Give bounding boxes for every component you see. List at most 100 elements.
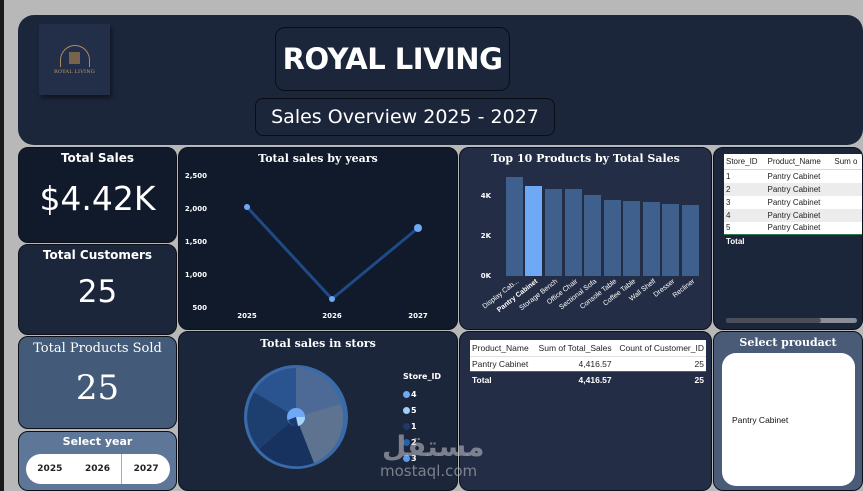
legend-item-1[interactable]: 1 (403, 418, 441, 434)
legend-label: 4 (411, 389, 417, 399)
line-chart-sales-by-year[interactable]: Total sales by years 2,500 2,000 1,500 1… (178, 147, 458, 330)
cell: Pantry Cabinet (765, 221, 833, 235)
legend-item-3[interactable]: 3 (403, 450, 441, 466)
cell (832, 221, 862, 235)
pie-slice-store-2[interactable] (247, 392, 296, 449)
bar-display-cabinet[interactable] (506, 177, 523, 276)
table-row[interactable]: 2 Pantry Cabinet (724, 182, 862, 196)
data-point[interactable] (244, 204, 250, 210)
legend-dot-icon (403, 422, 410, 430)
legend-dot-icon (403, 454, 410, 462)
cell (832, 182, 862, 196)
table-row[interactable]: 5 Pantry Cabinet (724, 221, 862, 235)
bar-recliner[interactable] (682, 205, 699, 276)
horizontal-scrollbar[interactable] (726, 318, 857, 323)
table-row[interactable]: 3 Pantry Cabinet (724, 195, 862, 209)
legend-dot-icon (403, 390, 410, 398)
total-label: Total (472, 375, 492, 385)
scrollbar-thumb[interactable] (726, 318, 821, 323)
pie-legend: Store_ID 4 5 1 2 3 (403, 372, 441, 466)
pie-center-slice (288, 417, 298, 427)
total-count: 25 (694, 375, 704, 385)
cell: Pantry Cabinet (765, 182, 833, 196)
pie-slice-store-4[interactable] (296, 368, 341, 417)
legend-item-4[interactable]: 4 (403, 386, 441, 402)
product-option[interactable]: Pantry Cabinet (732, 414, 789, 425)
header-panel: ROYAL LIVING ROYAL LIVING Sales Overview… (18, 15, 863, 145)
pie-slice-store-5[interactable] (296, 404, 344, 463)
bar-sectional-sofa[interactable] (584, 195, 601, 276)
pie-slice-store-3[interactable] (254, 368, 296, 417)
column-header[interactable]: Sum o (832, 154, 862, 170)
bar-chart-top-products[interactable]: Top 10 Products by Total Sales 4K 2K 0K … (459, 147, 712, 330)
kpi-total-sales[interactable]: Total Sales $4.42K (18, 147, 177, 243)
cell (832, 195, 862, 209)
column-header[interactable]: Sum of Total_Sales (533, 340, 614, 357)
y-tick: 0K (481, 272, 492, 280)
cell: 1 (724, 169, 766, 183)
y-tick: 1,500 (185, 238, 207, 246)
chart-title: Top 10 Products by Total Sales (491, 152, 680, 165)
legend-label: 5 (411, 405, 417, 415)
legend-dot-icon (403, 406, 410, 414)
pie-slice-store-1[interactable] (259, 417, 314, 467)
cell: Pantry Cabinet (765, 195, 833, 209)
y-tick: 2,500 (185, 172, 207, 180)
x-tick: 2027 (408, 312, 428, 320)
cell: 2 (724, 182, 766, 196)
total-row: Total 4,416.57 25 (470, 372, 706, 388)
bars (506, 177, 699, 276)
page-subtitle: Sales Overview 2025 - 2027 (271, 106, 539, 128)
bar-console-table[interactable] (604, 200, 621, 276)
total-label: Total (726, 236, 745, 246)
left-edge (0, 0, 4, 491)
legend-label: 1 (411, 421, 417, 431)
pie-chart-plot (244, 365, 348, 469)
cell (832, 208, 862, 222)
bar-chart-plot: 4K 2K 0K Display Cab... Pantry Cabinet S… (481, 177, 699, 314)
product-slicer-list: Pantry Cabinet (722, 353, 855, 486)
column-header[interactable]: Product_Name (765, 154, 833, 170)
data-point[interactable] (329, 296, 335, 302)
year-option-2027[interactable]: 2027 (133, 464, 159, 474)
kpi-total-products-sold[interactable]: Total Products Sold 25 (18, 336, 177, 429)
kpi-label: Total Products Sold (33, 341, 162, 356)
column-header[interactable]: Store_ID (724, 154, 766, 170)
legend-title: Store_ID (403, 372, 442, 381)
cell: 3 (724, 195, 766, 209)
kpi-total-customers[interactable]: Total Customers 25 (18, 244, 177, 335)
legend-item-5[interactable]: 5 (403, 402, 441, 418)
table-row[interactable]: Pantry Cabinet 4,416.57 25 (470, 356, 706, 372)
pie-chart-sales-by-store[interactable]: Total sales in stors Store_ID 4 5 1 2 3 (178, 331, 458, 491)
y-tick: 2,000 (185, 205, 207, 213)
data-point[interactable] (414, 224, 422, 232)
subtitle-box: Sales Overview 2025 - 2027 (255, 98, 555, 136)
bar-storage-bench[interactable] (545, 189, 562, 276)
cell: 5 (724, 221, 766, 235)
bar-office-chair[interactable] (565, 189, 582, 276)
store-table: Store_ID Product_Name Sum o 1 Pantry Cabi… (724, 154, 862, 248)
table-row[interactable]: 4 Pantry Cabinet (724, 208, 862, 222)
x-tick: 2025 (237, 312, 257, 320)
divider (121, 454, 123, 484)
bar-pantry-cabinet[interactable] (525, 186, 542, 276)
bar-wall-shelf[interactable] (643, 202, 660, 276)
table-row[interactable]: 1 Pantry Cabinet (724, 169, 862, 183)
product-table-visual: Product_Name Sum of Total_Sales Count of… (459, 331, 712, 491)
y-tick: 1,000 (185, 271, 207, 279)
column-header[interactable]: Product_Name (470, 340, 534, 357)
pie-center-slice (296, 417, 306, 426)
total-row: Total (724, 235, 862, 248)
kpi-value: 25 (75, 368, 120, 408)
cell: 4,416.57 (533, 356, 614, 372)
year-option-2025[interactable]: 2025 (37, 464, 63, 474)
legend-item-2[interactable]: 2 (403, 434, 441, 450)
column-header-sorted[interactable]: Count of Customer_ID (613, 340, 706, 357)
x-tick: 2026 (322, 312, 342, 320)
cell (832, 169, 862, 183)
y-tick: 500 (192, 304, 207, 312)
kpi-value: 25 (77, 274, 118, 310)
year-option-2026[interactable]: 2026 (84, 464, 111, 474)
bar-coffee-table[interactable] (623, 201, 640, 276)
bar-dresser[interactable] (662, 204, 679, 276)
